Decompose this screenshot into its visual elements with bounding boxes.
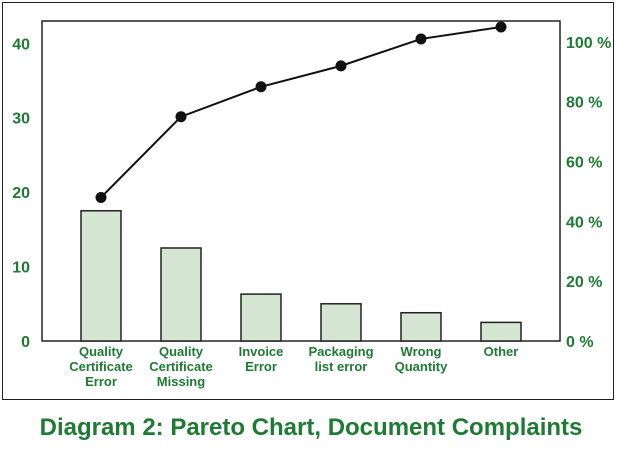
right-tick-label-5: 100 %	[566, 35, 611, 52]
left-tick-label-3: 30	[12, 111, 30, 128]
bar-4	[400, 311, 442, 342]
right-tick-label-2: 40 %	[566, 214, 602, 231]
category-label-0: Quality Certificate Error	[69, 344, 133, 389]
category-label-line: Quality	[79, 344, 124, 359]
category-label-2: Invoice Error	[239, 344, 284, 374]
right-tick-label-1: 20 %	[566, 274, 602, 291]
cumulative-point-3	[335, 60, 347, 72]
category-label-line: Missing	[157, 374, 205, 389]
bar-2	[240, 293, 282, 342]
bar-1	[160, 247, 202, 342]
category-label-line: Certificate	[69, 359, 133, 374]
left-tick-label-2: 20	[12, 185, 30, 202]
cumulative-point-4	[415, 33, 427, 45]
bar-3	[320, 303, 362, 342]
figure-frame	[2, 2, 614, 400]
category-label-line: Error	[85, 374, 117, 389]
left-tick-label-1: 10	[12, 260, 30, 277]
category-label-3: Packaging list error	[308, 344, 373, 374]
category-label-line: Wrong	[401, 344, 442, 359]
category-label-5: Other	[484, 344, 519, 359]
left-tick-label-4: 40	[12, 36, 30, 53]
category-label-line: Packaging	[308, 344, 373, 359]
category-label-line: Error	[245, 359, 277, 374]
category-label-4: Wrong Quantity	[395, 344, 448, 374]
pareto-chart: 0 10 20 30 40 0 % 20 % 40 % 60 % 80 % 100 % Quali…	[12, 20, 611, 389]
cumulative-line	[100, 25, 502, 199]
category-label-line: Certificate	[149, 359, 213, 374]
right-tick-label-3: 60 %	[566, 155, 602, 172]
category-label-line: Quality	[159, 344, 204, 359]
right-tick-label-4: 80 %	[566, 95, 602, 112]
figure-caption: Diagram 2: Pareto Chart, Document Compla…	[39, 414, 583, 441]
cumulative-point-2	[255, 81, 267, 93]
category-label-line: Other	[484, 344, 519, 359]
bar-5	[480, 321, 522, 342]
category-label-line: list error	[315, 359, 368, 374]
bar-0	[80, 210, 122, 342]
left-tick-label-0: 0	[21, 334, 30, 351]
category-label-line: Quantity	[395, 359, 448, 374]
right-tick-label-0: 0 %	[566, 334, 594, 351]
cumulative-point-0	[95, 191, 107, 203]
category-label-1: Quality Certificate Missing	[149, 344, 213, 389]
plot-area	[41, 20, 561, 342]
cumulative-point-5	[495, 21, 507, 33]
category-label-line: Invoice	[239, 344, 284, 359]
cumulative-point-1	[175, 111, 187, 123]
